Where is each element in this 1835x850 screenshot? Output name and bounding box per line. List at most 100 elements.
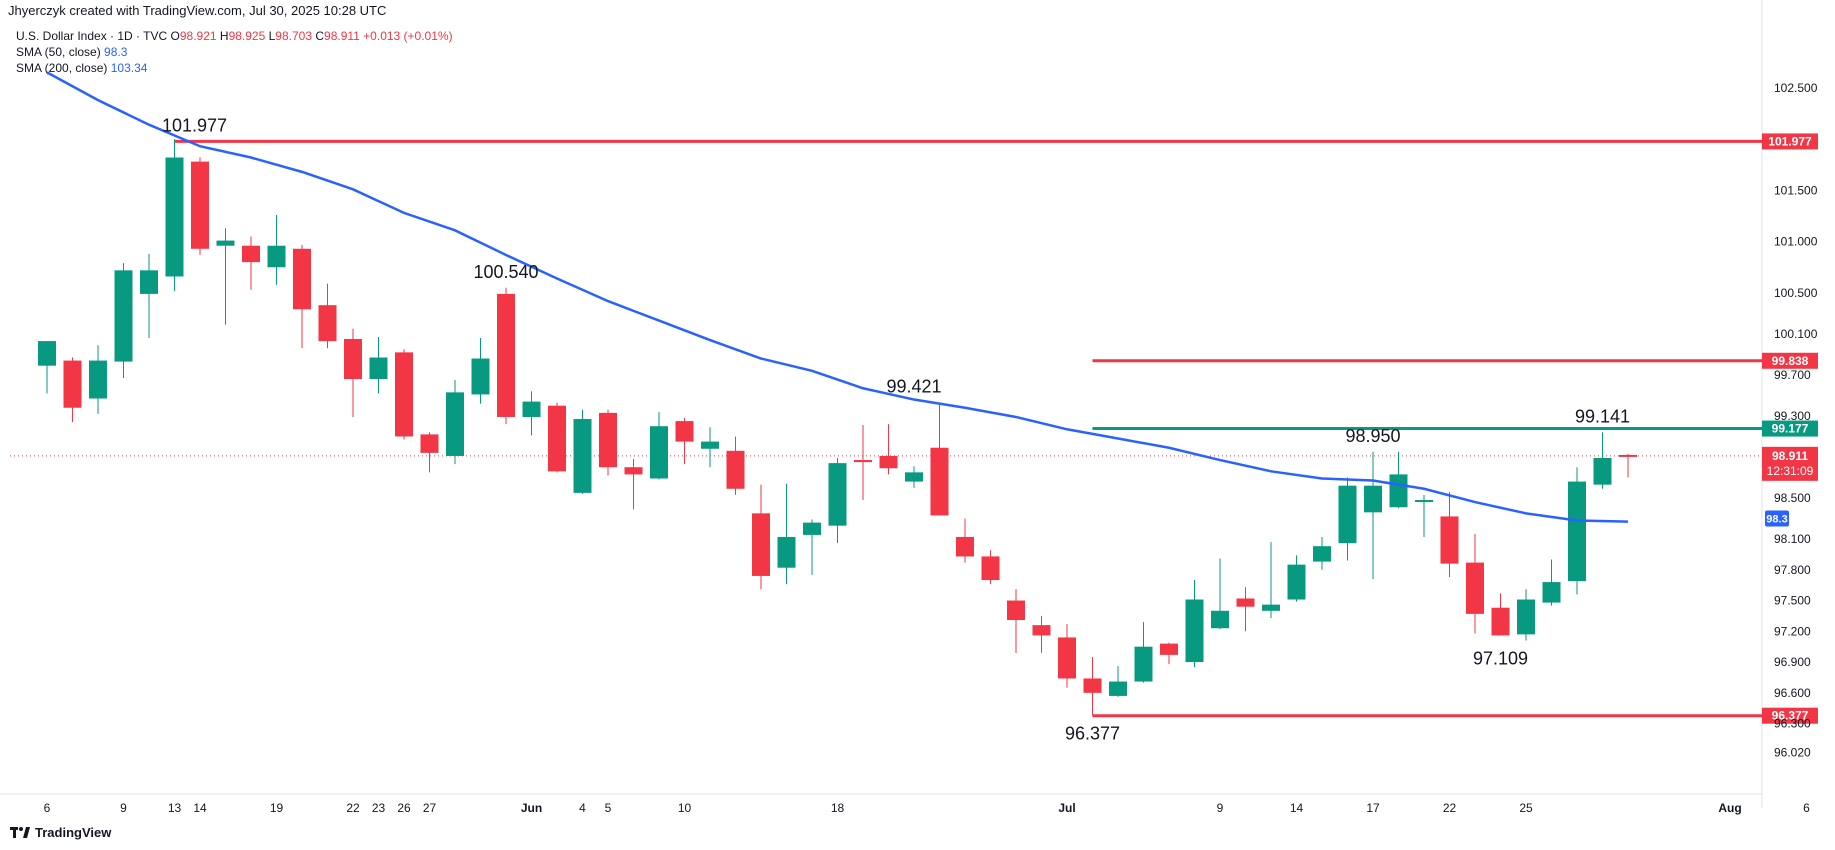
price-annotation: 97.109 [1473, 649, 1528, 669]
candle-body [1032, 625, 1051, 636]
candle-body [1338, 485, 1357, 544]
level-tag-label: 96.377 [1772, 709, 1809, 723]
price-tick-label: 100.100 [1774, 327, 1818, 341]
sma-line-layer: 98.3 [46, 71, 1789, 527]
time-tick-label: Jul [1058, 801, 1075, 815]
time-tick-label: 14 [1290, 801, 1304, 815]
candle-body [828, 463, 847, 526]
level-tag-label: 101.977 [1768, 134, 1812, 148]
candle-body [1593, 457, 1612, 485]
candle-body [803, 522, 821, 535]
price-annotation: 100.540 [473, 262, 538, 282]
candle-body [191, 161, 209, 249]
candle-body [752, 513, 770, 576]
time-tick-label: 19 [270, 801, 284, 815]
grid-layer [0, 0, 1763, 808]
time-tick-label: 26 [397, 801, 411, 815]
candle-body [726, 450, 745, 489]
time-tick-label: 22 [1443, 801, 1457, 815]
tradingview-logo-icon [10, 826, 30, 838]
candle-body [879, 455, 898, 469]
candle-body [522, 401, 541, 417]
candle-body [1619, 454, 1637, 457]
price-annotation: 96.377 [1065, 724, 1120, 744]
candle-body [369, 357, 388, 380]
time-tick-label: 17 [1366, 801, 1380, 815]
sma200-value: 103.34 [110, 61, 148, 75]
symbol-legend[interactable]: U.S. Dollar Index · 1D · TVC O98.921 H98… [16, 28, 453, 44]
candle-body [446, 392, 464, 456]
time-tick-label: 13 [168, 801, 182, 815]
candle-body [675, 421, 694, 442]
candle-body [1007, 600, 1025, 621]
price-tick-label: 98.500 [1774, 491, 1811, 505]
price-tick-label: 96.300 [1774, 717, 1811, 731]
candle-body [1517, 599, 1535, 635]
price-axis: 102.500 101.500 101.000 100.500 100.100 99.70… [1774, 81, 1818, 760]
price-annotation: 99.421 [886, 377, 941, 397]
close-value: 98.911 [324, 29, 360, 43]
candle-body [420, 434, 439, 453]
candle-body [89, 360, 107, 399]
time-tick-label: 18 [831, 801, 845, 815]
time-tick-label: 4 [579, 801, 586, 815]
time-tick-label: 9 [120, 801, 127, 815]
candle-body [701, 441, 719, 449]
level-tag-99.838 [1762, 352, 1818, 369]
candle-body [395, 352, 413, 437]
time-tick-label: 6 [44, 801, 51, 815]
price-tick-label: 99.300 [1774, 409, 1811, 423]
sma200-legend[interactable]: SMA (200, close) 103.34 [16, 60, 147, 76]
time-tick-label: 5 [605, 801, 612, 815]
level-tag-99.177 [1762, 420, 1818, 437]
time-tick-label: 27 [423, 801, 437, 815]
candle-body [1389, 474, 1408, 508]
price-tick-label: 102.500 [1774, 81, 1818, 95]
candle-body [497, 293, 515, 417]
candle-body [140, 270, 158, 294]
candle-body [1160, 643, 1178, 655]
candle-body [1185, 599, 1204, 663]
candle-body [1109, 681, 1127, 696]
high-value: 98.925 [228, 29, 266, 43]
high-label: H [219, 29, 229, 43]
sma200-label: SMA (200, close) [16, 61, 108, 75]
candle-body [114, 270, 133, 362]
candle-body [1440, 516, 1459, 564]
level-tag-label: 99.838 [1772, 354, 1809, 368]
candle-body [599, 412, 617, 468]
tradingview-logo[interactable]: TradingView [10, 825, 111, 840]
sma50-line [46, 71, 1629, 523]
price-annotation: 101.977 [162, 115, 227, 135]
candle-body [1262, 604, 1280, 611]
candle-body [1211, 610, 1229, 629]
sma-price-tag-label: 98.3 [1766, 513, 1787, 525]
candle-body [63, 360, 82, 408]
time-axis: 6 9 14 19 22 27 Jun 5 10 13 18 23 26 Jul 4 9 14 17 22 25 Aug… [44, 801, 1811, 815]
candle-body [471, 358, 490, 395]
candle-body [38, 341, 56, 366]
level-tag-101.977 [1762, 133, 1818, 150]
sma-price-tag [1765, 510, 1789, 527]
candle-body [650, 426, 668, 479]
chart-credit: Jhyerczyk created with TradingView.com, … [8, 3, 387, 18]
candle-body [1466, 562, 1484, 614]
candle-body [1415, 500, 1433, 503]
candle-body [267, 245, 286, 268]
time-tick-label: 10 [678, 801, 692, 815]
candle-body [344, 339, 362, 380]
candle-body [1364, 485, 1382, 513]
candle-body [624, 467, 643, 475]
candle-body [548, 405, 566, 472]
time-tick-label: 25 [1519, 801, 1533, 815]
candle-body [1236, 598, 1255, 607]
sma50-legend[interactable]: SMA (50, close) 98.3 [16, 44, 127, 60]
candle-body [242, 245, 260, 263]
change-value: +0.013 (+0.01%) [363, 29, 453, 43]
candle-body [930, 447, 949, 516]
low-value: 98.703 [275, 29, 312, 43]
price-tick-label: 97.800 [1774, 563, 1811, 577]
price-tick-label: 97.500 [1774, 594, 1811, 608]
